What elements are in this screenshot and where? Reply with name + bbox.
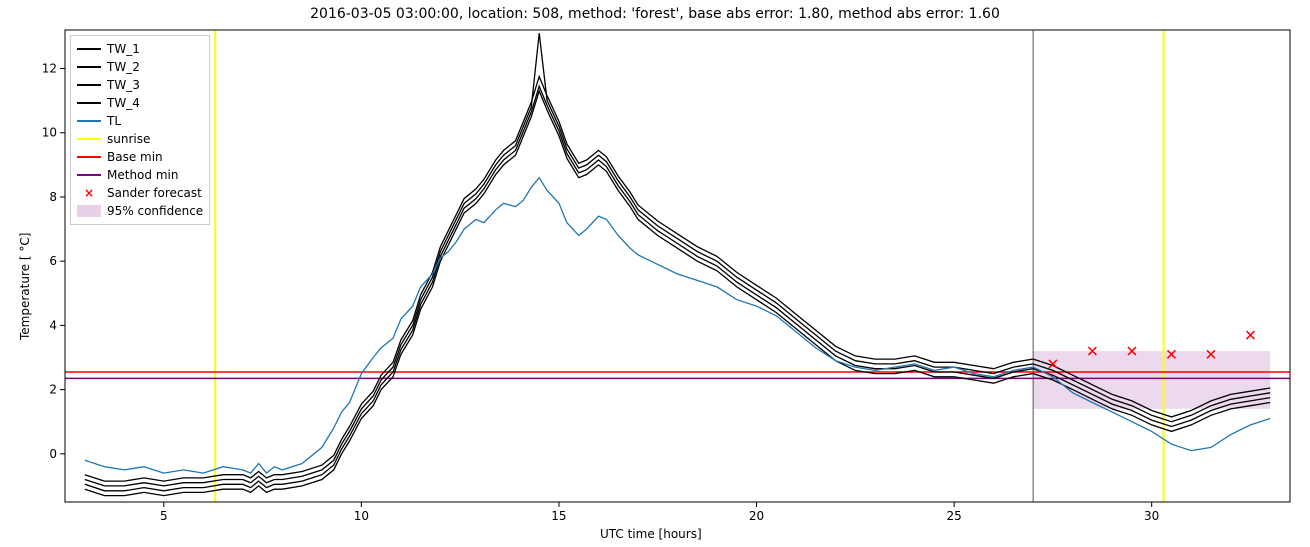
legend-item-TW_4: TW_4 [77,94,203,112]
ytick-label: 6 [49,254,57,268]
legend-label: Method min [107,166,178,184]
legend-item-confidence: 95% confidence [77,202,203,220]
legend-label: TL [107,112,121,130]
legend-item-Method min: Method min [77,166,203,184]
legend-label: TW_4 [107,94,140,112]
ytick-label: 2 [49,383,57,397]
xtick-label: 5 [160,509,168,523]
plot-area [65,30,1290,502]
confidence-band [1033,351,1270,409]
legend-label: 95% confidence [107,202,203,220]
xtick-label: 10 [354,509,369,523]
legend: TW_1TW_2TW_3TW_4TLsunriseBase minMethod … [70,35,210,225]
ytick-label: 12 [42,62,57,76]
legend-label: Base min [107,148,163,166]
legend-item-Base min: Base min [77,148,203,166]
legend-item-TW_1: TW_1 [77,40,203,58]
ytick-label: 0 [49,447,57,461]
chart-container: 2016-03-05 03:00:00, location: 508, meth… [0,0,1310,547]
legend-label: TW_2 [107,58,140,76]
xtick-label: 25 [946,509,961,523]
xtick-label: 20 [749,509,764,523]
legend-label: Sander forecast [107,184,202,202]
ytick-label: 4 [49,318,57,332]
legend-item-sander: ×Sander forecast [77,184,203,202]
xtick-label: 30 [1144,509,1159,523]
legend-item-TW_2: TW_2 [77,58,203,76]
legend-label: TW_3 [107,76,140,94]
legend-item-sunrise: sunrise [77,130,203,148]
ytick-label: 10 [42,126,57,140]
legend-item-TL: TL [77,112,203,130]
xtick-label: 15 [551,509,566,523]
legend-label: TW_1 [107,40,140,58]
legend-label: sunrise [107,130,150,148]
ytick-label: 8 [49,190,57,204]
legend-item-TW_3: TW_3 [77,76,203,94]
